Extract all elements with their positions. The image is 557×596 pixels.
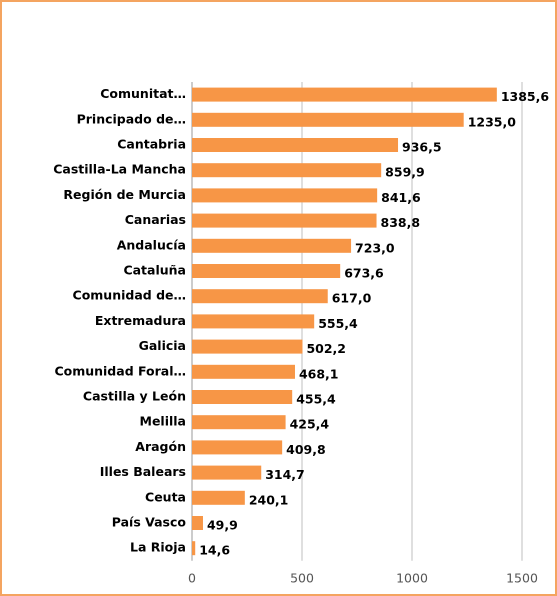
value-label: 240,1 — [249, 492, 289, 507]
y-tick-label: Cantabria — [117, 137, 186, 152]
value-label: 1385,6 — [501, 89, 550, 104]
value-label: 859,9 — [385, 165, 425, 180]
y-tick-label: Illes Balears — [100, 464, 186, 479]
y-tick-label: Castilla-La Mancha — [53, 162, 186, 177]
bar — [192, 289, 328, 304]
bar — [192, 314, 315, 329]
value-label: 936,5 — [402, 140, 442, 155]
y-tick-label: País Vasco — [112, 515, 187, 530]
value-label: 425,4 — [290, 417, 330, 432]
value-label: 838,8 — [381, 215, 421, 230]
value-label: 502,2 — [306, 341, 346, 356]
y-tick-label: Extremadura — [95, 313, 186, 328]
bar — [192, 264, 341, 278]
y-tick-label: Galicia — [139, 338, 186, 353]
value-label: 723,0 — [355, 240, 395, 255]
value-label: 841,6 — [381, 190, 421, 205]
bar — [192, 87, 497, 102]
x-tick-label: 500 — [290, 570, 314, 585]
bar — [192, 188, 378, 203]
bar — [192, 238, 352, 253]
bar — [192, 541, 196, 556]
y-tick-label: Melilla — [140, 414, 187, 429]
bar — [192, 390, 293, 404]
y-tick-label: Comunidad de… — [73, 288, 186, 303]
bar — [192, 490, 245, 505]
bar — [192, 112, 464, 127]
y-tick-label: Comunidad Foral… — [54, 363, 186, 378]
x-tick-label: 0 — [188, 570, 196, 585]
bar — [192, 364, 295, 379]
value-label: 673,6 — [344, 266, 384, 281]
y-tick-label: Castilla y León — [83, 389, 186, 404]
value-label: 455,4 — [296, 392, 336, 407]
y-tick-label: Comunitat… — [100, 86, 186, 101]
value-label: 409,8 — [286, 442, 326, 457]
y-tick-label: Canarias — [125, 212, 186, 227]
value-label: 314,7 — [265, 467, 305, 482]
value-label: 468,1 — [299, 366, 339, 381]
value-label: 617,0 — [332, 291, 372, 306]
bar — [192, 516, 203, 530]
bar — [192, 440, 283, 455]
bar — [192, 465, 262, 480]
y-tick-label: Aragón — [135, 439, 186, 454]
x-tick-label: 1000 — [396, 570, 428, 585]
x-tick-label: 1500 — [506, 570, 538, 585]
bar — [192, 138, 399, 152]
value-label: 555,4 — [318, 316, 358, 331]
bar — [192, 213, 377, 228]
y-tick-label: Cataluña — [123, 263, 186, 278]
value-label: 14,6 — [199, 543, 230, 558]
y-tick-label: Principado de… — [77, 111, 186, 126]
bar — [192, 415, 286, 430]
y-tick-label: Andalucía — [117, 237, 186, 252]
y-tick-label: Ceuta — [145, 489, 186, 504]
bar — [192, 339, 303, 354]
y-tick-label: Región de Murcia — [63, 187, 186, 202]
value-label: 1235,0 — [468, 114, 517, 129]
y-tick-label: La Rioja — [130, 540, 186, 555]
value-label: 49,9 — [207, 518, 238, 533]
bar — [192, 163, 382, 178]
